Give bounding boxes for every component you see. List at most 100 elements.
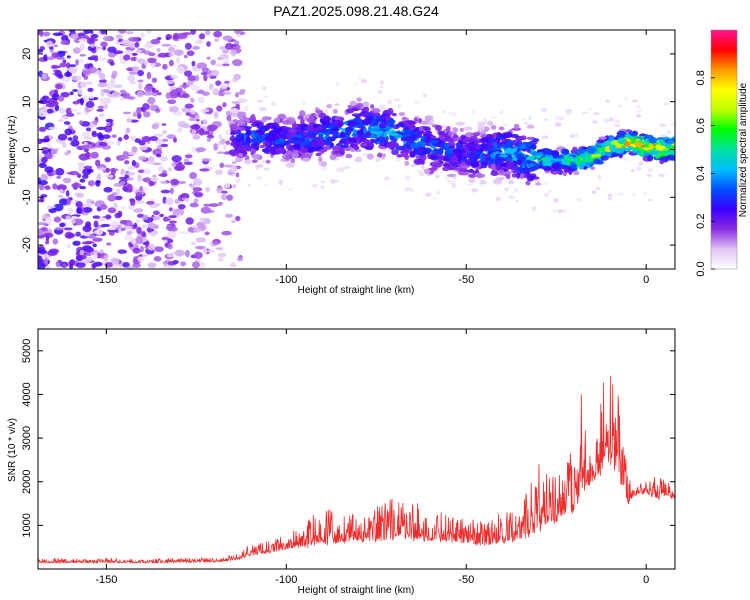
spectrogram-cell [38,138,43,145]
x-tick-label: -100 [275,574,297,586]
spectrogram-cell [421,150,431,155]
spectrogram-cell [141,135,152,143]
spectrogram-cell [443,143,450,149]
spectrogram-cell [471,110,475,114]
spectrogram-cell [343,130,352,136]
spectrogram-cell [497,132,503,137]
spectrogram-cell [104,262,113,268]
spectrogram-cell [146,71,152,80]
spectrogram-cell [44,185,51,190]
spectrogram-cell [38,222,48,226]
spectrogram-cell [595,186,601,191]
spectrogram-cell [233,73,241,81]
spectrogram-cell [168,59,174,67]
spectrogram-cell [194,191,204,198]
spectrogram-cell [670,123,675,126]
spectrogram-cell [224,213,234,218]
spectrogram-cell [640,148,645,155]
spectrogram-cell [430,135,437,139]
spectrogram-cell [79,178,86,183]
spectrogram-cell [635,105,642,109]
spectrogram-cell [630,169,635,173]
spectrogram-cell [498,168,505,174]
spectrogram-cell [81,131,91,138]
spectrogram-cell [237,256,243,262]
spectrogram-cell [347,121,357,125]
spectrogram-cell [404,160,410,166]
spectrogram-cell [404,125,410,130]
spectrogram-cell [165,36,170,41]
spectrogram-cell [193,198,199,204]
spectrogram-cell [553,158,564,162]
spectrogram-cell [291,152,299,159]
spectrogram-cell [200,206,212,214]
spectrogram-cell [429,149,436,154]
spectrogram-cell [166,79,175,85]
spectrogram-cell [79,186,86,190]
spectrogram-cell [184,197,190,203]
spectrogram-cell [226,115,232,122]
spectrogram-cell [47,142,52,147]
spectrogram-cell [459,127,464,133]
spectrogram-cell [318,156,323,162]
spectrogram-cell [91,130,97,136]
spectrogram-cell [204,231,210,236]
spectrogram-cell [103,187,113,193]
spectrogram-cell [112,50,124,55]
spectrogram-cell [360,79,368,84]
spectrogram-cell [135,192,143,197]
spectrogram-cell [62,263,67,269]
spectrogram-cell [85,127,92,132]
spectrogram-cell [495,196,501,202]
spectrogram-cell [160,189,171,194]
x-tick-label: -50 [458,574,474,586]
spectrogram-cell [391,112,397,117]
spectrogram-cell [120,205,126,210]
spectrogram-cell [514,143,519,147]
spectrogram-cell [519,173,525,180]
spectrogram-cell [505,160,515,166]
spectrogram-cell [534,179,541,184]
spectrogram-cell [110,221,119,229]
spectrogram-cell [43,54,48,62]
colorbar-tick-label: 0.6 [695,118,707,133]
spectrogram-cell [199,262,206,268]
spectrogram-cell [45,108,54,114]
spectrogram-cell [122,150,129,158]
spectrogram-cell [58,189,64,194]
spectrogram-cell [98,57,110,61]
spectrogram-cell [106,227,117,231]
colorbar-tick-label: 0.2 [695,214,707,229]
spectrogram-cell [107,194,117,202]
spectrogram-cell [404,187,409,192]
spectrogram-cell [77,162,86,166]
spectrogram-cell [111,91,122,98]
spectrogram-cell [362,153,368,156]
spectrogram-cell [192,178,203,186]
spectrogram-cell [232,184,237,189]
spectrogram-cell [90,55,97,61]
spectrogram-cell [304,114,310,119]
spectrogram-cell [397,104,402,109]
spectrogram-cell [76,207,83,214]
spectrogram-cell [291,123,299,129]
spectrogram-cell [166,231,177,239]
spectrogram-cell [657,139,664,143]
colorbar-gradient [711,30,737,269]
spectrogram-cell [479,143,489,148]
spectrogram-cell [193,227,202,233]
spectrogram-cell [473,139,479,145]
spectrogram-cell [137,79,144,83]
spectrogram-cell [219,45,227,51]
spectrogram-cell [456,145,463,150]
spectrogram-cell [288,188,294,191]
spectrogram-cell [141,231,147,238]
spectrogram-cell [69,264,74,269]
spectrogram-cell [209,203,220,207]
spectrogram-cell [153,256,162,262]
spectrogram-cell [223,144,227,150]
spectrogram-cell [270,152,277,156]
spectrogram-cell [169,220,177,224]
spectrogram-cell [261,148,270,153]
spectrogram-cell [355,102,364,109]
